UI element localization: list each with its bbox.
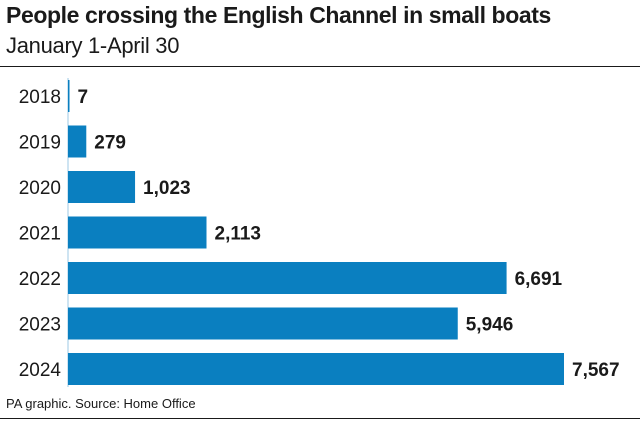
- bar-chart: 2018 7 2019 279 2020 1,023 2021 2,113 2022 6,691 2…: [19, 78, 620, 387]
- category-label-2019: 2019: [19, 133, 61, 154]
- category-label-2022: 2022: [19, 269, 61, 290]
- bar-2018: [68, 80, 70, 112]
- value-label-2023: 5,946: [466, 315, 514, 336]
- bar-2019: [68, 125, 87, 158]
- category-label-2021: 2021: [19, 224, 61, 245]
- value-label-2024: 7,567: [572, 360, 620, 381]
- category-label-2024: 2024: [19, 360, 62, 381]
- category-label-2023: 2023: [19, 315, 61, 336]
- bar-2020: [68, 171, 136, 203]
- chart-subtitle: January 1-April 30: [6, 33, 180, 58]
- value-label-2018: 7: [78, 87, 89, 108]
- bottom-divider: [0, 418, 640, 419]
- bar-2024: [68, 353, 564, 385]
- value-label-2021: 2,113: [215, 224, 262, 245]
- bar-2022: [68, 262, 507, 294]
- value-label-2019: 279: [94, 133, 126, 154]
- value-label-2020: 1,023: [143, 178, 191, 199]
- source-note: PA graphic. Source: Home Office: [6, 396, 196, 411]
- bar-2023: [68, 307, 458, 340]
- chart-title: People crossing the English Channel in s…: [6, 2, 551, 28]
- value-label-2022: 6,691: [515, 269, 563, 290]
- bar-2021: [68, 216, 207, 249]
- top-divider: [0, 66, 640, 67]
- category-label-2018: 2018: [19, 87, 61, 108]
- category-label-2020: 2020: [19, 178, 61, 199]
